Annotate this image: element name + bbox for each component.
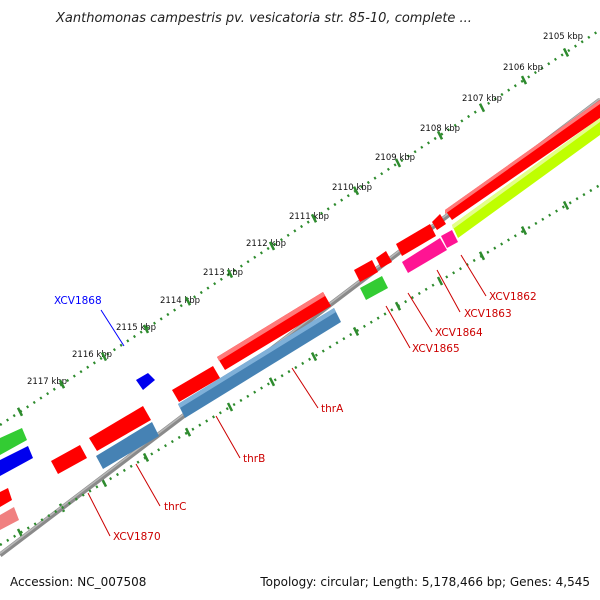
- gene-block: [136, 373, 155, 390]
- gene-features: [0, 100, 600, 530]
- ruler-tick: [142, 324, 150, 334]
- ruler-tick: [562, 200, 570, 210]
- gene-label[interactable]: XCV1863: [464, 308, 512, 320]
- ruler-tick: [310, 213, 318, 223]
- ruler-tick: [142, 452, 150, 462]
- ruler-tick: [478, 251, 486, 261]
- ruler-tick: [100, 351, 108, 362]
- gene-label[interactable]: thrA: [321, 403, 344, 415]
- gene-block: [376, 251, 392, 268]
- gene-block: [178, 308, 341, 418]
- gene-label[interactable]: XCV1868: [54, 295, 102, 307]
- ruler-tick: [16, 528, 24, 538]
- accession-text: Accession: NC_007508: [10, 575, 146, 589]
- outer-ruler: [0, 28, 600, 427]
- ruler-tick: [352, 186, 360, 196]
- ruler-tick: [268, 377, 276, 387]
- tick-label: 2115 kbp: [116, 323, 156, 333]
- gene-block: [217, 292, 331, 370]
- tick-labels: 2105 kbp 2106 kbp 2107 kbp 2108 kbp 2109 kbp…: [16, 32, 583, 538]
- ruler-tick: [436, 130, 444, 140]
- gene-label[interactable]: thrC: [164, 501, 186, 513]
- ruler-tick: [520, 226, 528, 236]
- gene-label[interactable]: XCV1864: [435, 327, 483, 339]
- ruler-tick: [58, 379, 66, 389]
- tick-label: 2114 kbp: [160, 296, 200, 306]
- gene-block: [360, 276, 388, 300]
- tick-label: 2105 kbp: [543, 32, 583, 42]
- ruler-tick: [226, 269, 234, 279]
- gene-block: [432, 214, 446, 230]
- gene-label[interactable]: XCV1865: [412, 343, 460, 355]
- ruler-tick: [268, 241, 276, 251]
- gene-label[interactable]: XCV1862: [489, 291, 537, 303]
- tick-label: 2111 kbp: [289, 212, 329, 222]
- gene-block: [89, 406, 151, 451]
- tick-label: 2113 kbp: [203, 268, 243, 278]
- tick-label: 2107 kbp: [462, 94, 502, 104]
- gene-block: [0, 446, 33, 476]
- ruler-tick: [184, 296, 192, 306]
- gene-block: [172, 366, 220, 402]
- ruler-tick: [226, 402, 234, 412]
- gene-block: [354, 260, 378, 282]
- gene-block: [0, 507, 19, 530]
- tick-label: 2106 kbp: [503, 63, 543, 73]
- gene-block: [402, 238, 447, 273]
- gene-labels: XCV1868 XCV1862 XCV1863 XCV1864 XCV1865 …: [54, 291, 537, 543]
- ruler-tick: [562, 47, 570, 57]
- ruler-tick: [520, 75, 528, 85]
- tick-label: 2117 kbp: [27, 377, 67, 387]
- tick-label: 2109 kbp: [375, 153, 415, 163]
- gene-label[interactable]: thrB: [243, 453, 265, 465]
- gene-block: [0, 488, 12, 507]
- tick-label: 2108 kbp: [420, 124, 460, 134]
- label-leaders: [87, 254, 487, 537]
- gene-block: [51, 445, 87, 474]
- ruler-tick: [16, 407, 24, 417]
- ruler-tick: [394, 158, 402, 168]
- ruler-tick: [478, 103, 486, 113]
- summary-text: Topology: circular; Length: 5,178,466 bp…: [259, 575, 590, 589]
- gene-block: [396, 224, 436, 256]
- ruler-tick: [184, 427, 192, 437]
- ruler-tick: [352, 326, 360, 336]
- map-title: Xanthomonas campestris pv. vesicatoria s…: [55, 11, 472, 26]
- tick-label: 2116 kbp: [72, 350, 112, 360]
- tick-label: 2110 kbp: [332, 183, 372, 193]
- gene-block: [441, 230, 458, 248]
- tick-label: 2112 kbp: [246, 239, 286, 249]
- ruler-tick: [310, 352, 318, 362]
- gene-label[interactable]: XCV1870: [113, 531, 161, 543]
- inner-ruler: [0, 183, 600, 547]
- gene-block: [0, 428, 27, 455]
- gene-block: [96, 422, 159, 469]
